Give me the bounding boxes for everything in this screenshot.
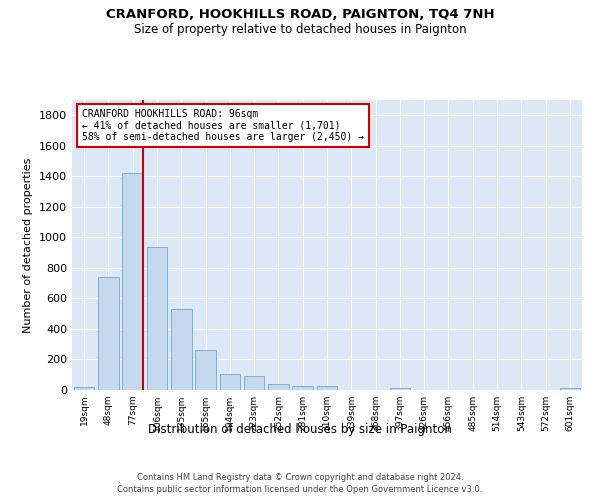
Text: Size of property relative to detached houses in Paignton: Size of property relative to detached ho… [134,22,466,36]
Bar [220,374,240,390]
Bar [317,386,337,390]
Text: Contains public sector information licensed under the Open Government Licence v3: Contains public sector information licen… [118,485,482,494]
Bar [560,388,580,390]
Bar [171,309,191,390]
Bar [292,386,313,390]
Bar [389,388,410,390]
Bar [244,376,265,390]
Bar [122,174,143,390]
Bar [268,384,289,390]
Text: Distribution of detached houses by size in Paignton: Distribution of detached houses by size … [148,422,452,436]
Bar [98,277,119,390]
Bar [74,386,94,390]
Y-axis label: Number of detached properties: Number of detached properties [23,158,34,332]
Bar [195,350,216,390]
Bar [146,248,167,390]
Text: Contains HM Land Registry data © Crown copyright and database right 2024.: Contains HM Land Registry data © Crown c… [137,472,463,482]
Text: CRANFORD, HOOKHILLS ROAD, PAIGNTON, TQ4 7NH: CRANFORD, HOOKHILLS ROAD, PAIGNTON, TQ4 … [106,8,494,20]
Text: CRANFORD HOOKHILLS ROAD: 96sqm
← 41% of detached houses are smaller (1,701)
58% : CRANFORD HOOKHILLS ROAD: 96sqm ← 41% of … [82,108,364,142]
